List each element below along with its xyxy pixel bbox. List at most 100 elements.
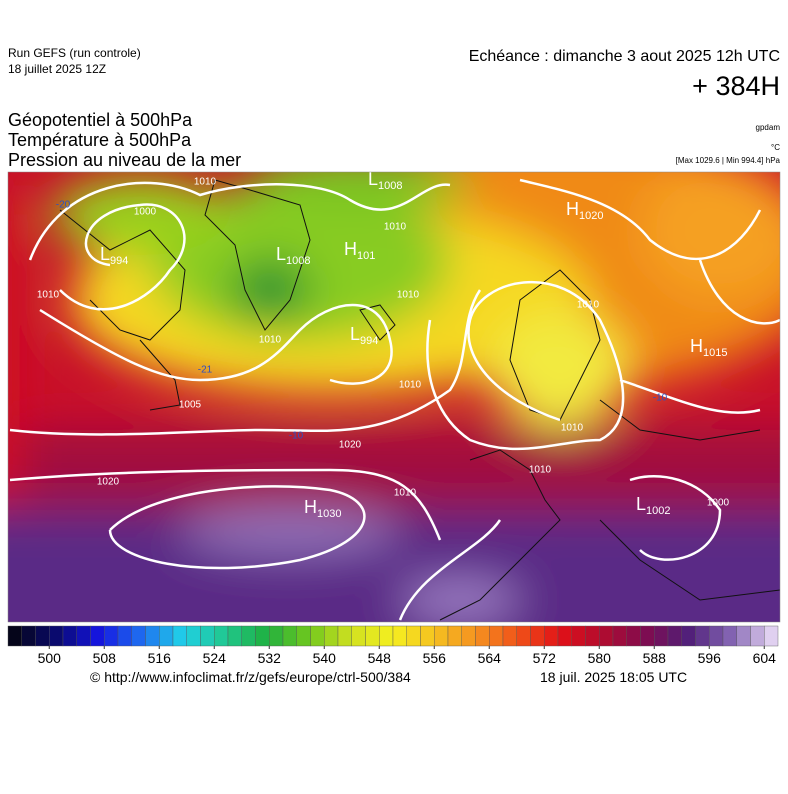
colorbar-swatch bbox=[544, 625, 559, 647]
center-value: 1002 bbox=[646, 505, 670, 517]
isobar-label: 1020 bbox=[339, 440, 362, 451]
source-url: © http://www.infoclimat.fr/z/gefs/europe… bbox=[90, 669, 411, 685]
colorbar-swatch bbox=[310, 625, 325, 647]
colorbar-swatch bbox=[489, 625, 504, 647]
isobar-label: 1010 bbox=[399, 380, 422, 391]
run: Run GEFS (run controle) bbox=[8, 46, 141, 60]
colorbar-swatch bbox=[681, 625, 696, 647]
colorbar-swatch bbox=[695, 625, 710, 647]
unit: °C bbox=[771, 143, 780, 152]
colorbar-swatch bbox=[324, 625, 339, 647]
center-value: 1030 bbox=[317, 508, 341, 520]
colorbar-swatch bbox=[21, 625, 36, 647]
isobar-label: 1005 bbox=[179, 400, 202, 411]
center-letter: H bbox=[690, 336, 703, 356]
colorbar-swatch bbox=[76, 625, 91, 647]
map-frame bbox=[7, 171, 781, 623]
colorbar-swatch bbox=[62, 625, 77, 647]
colorbar-swatch bbox=[282, 625, 297, 647]
colorbar-swatch bbox=[90, 625, 105, 647]
colorbar-swatch bbox=[379, 625, 394, 647]
title: Pression au niveau de la mer bbox=[8, 150, 241, 170]
colorbar-tick-label: 532 bbox=[258, 650, 282, 666]
center-letter: L bbox=[276, 244, 286, 264]
colorbar-swatch bbox=[117, 625, 132, 647]
echeance: Echéance : dimanche 3 aout 2025 12h UTC bbox=[469, 48, 780, 65]
pressure-center: H1015 bbox=[690, 336, 727, 359]
center-value: 101 bbox=[357, 250, 375, 262]
isobar-label: 1010 bbox=[529, 465, 552, 476]
colorbar-tick-label: 548 bbox=[368, 650, 392, 666]
colorbar-tick-label: 524 bbox=[203, 650, 227, 666]
coastline bbox=[59, 179, 780, 621]
pressure-center: L1002 bbox=[636, 494, 671, 517]
center-letter: L bbox=[636, 494, 646, 514]
colorbar-swatch bbox=[750, 625, 765, 647]
center-value: 994 bbox=[360, 335, 378, 347]
lead-time: + 384H bbox=[692, 71, 780, 101]
pressure-center: L994 bbox=[100, 244, 128, 267]
colorbar-tick-label: 540 bbox=[313, 650, 337, 666]
isobar-label: 1010 bbox=[394, 488, 417, 499]
colorbar-tick-label: 556 bbox=[423, 650, 447, 666]
colorbar-tick-label: 564 bbox=[478, 650, 502, 666]
center-letter: H bbox=[566, 199, 579, 219]
colorbar-swatch bbox=[654, 625, 669, 647]
center-value: 1015 bbox=[703, 347, 727, 359]
temperature-label: -20 bbox=[56, 200, 71, 211]
pressure-center: H1020 bbox=[566, 199, 603, 222]
colorbar-swatch bbox=[296, 625, 311, 647]
isobar-label: 1000 bbox=[707, 498, 730, 509]
colorbar-swatch bbox=[722, 625, 737, 647]
pressure-center: L1008 bbox=[368, 169, 403, 192]
isobars bbox=[9, 178, 780, 621]
colorbar-tick-label: 516 bbox=[148, 650, 172, 666]
isobar-label: 1010 bbox=[384, 222, 407, 233]
colorbar-swatch bbox=[351, 625, 366, 647]
colorbar-swatch bbox=[626, 625, 641, 647]
isobar-label: 1010 bbox=[397, 290, 420, 301]
colorbar-swatch bbox=[186, 625, 201, 647]
issue-date: 18 juil. 2025 18:05 UTC bbox=[540, 669, 687, 685]
colorbar-tick-label: 508 bbox=[93, 650, 117, 666]
colorbar-swatch bbox=[475, 625, 490, 647]
colorbar-swatch bbox=[227, 625, 242, 647]
colorbar-swatch bbox=[599, 625, 614, 647]
temperature-label: -10 bbox=[289, 431, 304, 442]
colorbar-swatch bbox=[709, 625, 724, 647]
isobar-label: 1010 bbox=[577, 300, 600, 311]
colorbar-swatch bbox=[337, 625, 352, 647]
isobar-label: 1000 bbox=[134, 207, 157, 218]
center-letter: L bbox=[100, 244, 110, 264]
colorbar-swatch bbox=[667, 625, 682, 647]
temperature-label: -10 bbox=[653, 393, 668, 404]
colorbar-swatch bbox=[104, 625, 119, 647]
center-value: 994 bbox=[110, 255, 128, 267]
temperature-label: -21 bbox=[198, 365, 213, 376]
center-letter: H bbox=[344, 239, 357, 259]
colorbar-swatch bbox=[145, 625, 160, 647]
isobar-label: 1010 bbox=[194, 177, 217, 188]
colorbar: 500 508 516 524 532 540 548 556 564 572 580 588 596 6… bbox=[7, 625, 779, 666]
isobar-label: 1010 bbox=[259, 335, 282, 346]
colorbar-swatch bbox=[214, 625, 229, 647]
colorbar-swatch bbox=[764, 625, 779, 647]
colorbar-swatch bbox=[585, 625, 600, 647]
colorbar-swatch bbox=[35, 625, 50, 647]
run-date: 18 juillet 2025 12Z bbox=[8, 62, 106, 76]
center-value: 1020 bbox=[579, 210, 603, 222]
colorbar-tick-label: 580 bbox=[588, 650, 612, 666]
colorbar-swatch bbox=[269, 625, 284, 647]
colorbar-tick-label: 596 bbox=[698, 650, 722, 666]
colorbar-swatch bbox=[502, 625, 517, 647]
colorbar-swatch bbox=[365, 625, 380, 647]
colorbar-swatch bbox=[172, 625, 187, 647]
colorbar-swatch bbox=[420, 625, 435, 647]
colorbar-swatch bbox=[406, 625, 421, 647]
colorbar-swatch bbox=[159, 625, 174, 647]
colorbar-swatch bbox=[241, 625, 256, 647]
title: Géopotentiel à 500hPa bbox=[8, 110, 193, 130]
colorbar-tick-label: 588 bbox=[643, 650, 667, 666]
